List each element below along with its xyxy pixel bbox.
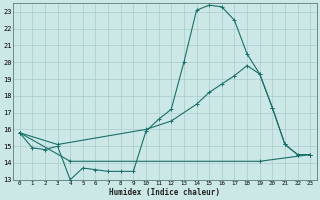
X-axis label: Humidex (Indice chaleur): Humidex (Indice chaleur) <box>109 188 220 197</box>
